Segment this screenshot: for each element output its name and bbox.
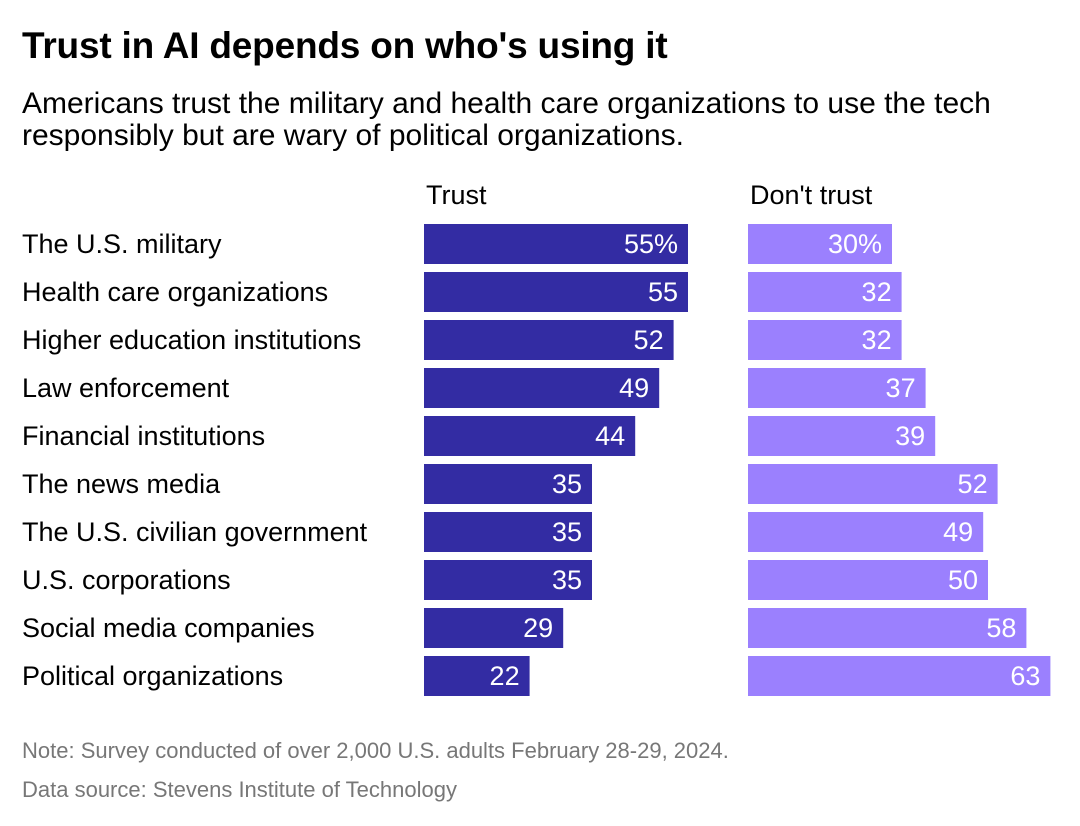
data-source: Data source: Stevens Institute of Techno… (22, 777, 457, 802)
dont-trust-value-label: 50 (948, 565, 978, 595)
trust-value-label: 55 (648, 277, 678, 307)
dont-trust-bar (748, 464, 998, 504)
category-label: U.S. corporations (22, 565, 231, 595)
dont-trust-value-label: 63 (1010, 661, 1040, 691)
chart-title: Trust in AI depends on who's using it (22, 25, 668, 66)
category-label: Financial institutions (22, 421, 265, 451)
trust-bar (424, 608, 564, 648)
trust-value-label: 35 (552, 565, 582, 595)
bar-chart: Trust Don't trust The U.S. military 55% 30% H… (22, 180, 1051, 696)
trust-bar (424, 656, 530, 696)
dont-trust-bar (748, 368, 926, 408)
category-label: The U.S. civilian government (22, 517, 368, 547)
dont-trust-bar (748, 416, 936, 456)
dont-trust-bar (748, 656, 1051, 696)
dont-trust-value-label: 49 (943, 517, 973, 547)
footnote: Note: Survey conducted of over 2,000 U.S… (22, 738, 729, 763)
dont-trust-value-label: 39 (895, 421, 925, 451)
category-label: Political organizations (22, 661, 283, 691)
trust-value-label: 35 (552, 469, 582, 499)
dont-trust-bar (748, 272, 902, 312)
trust-value-label: 52 (634, 325, 664, 355)
dont-trust-value-label: 32 (862, 325, 892, 355)
dont-trust-bar (748, 512, 984, 552)
category-label: Higher education institutions (22, 325, 361, 355)
dont-trust-value-label: 52 (958, 469, 988, 499)
chart-subtitle: Americans trust the military and health … (22, 87, 991, 152)
dont-trust-value-label: 32 (862, 277, 892, 307)
trust-value-label: 29 (523, 613, 553, 643)
trust-bar (424, 512, 592, 552)
series-header-trust: Trust (426, 180, 487, 210)
category-label: The news media (22, 469, 221, 499)
trust-bar (424, 272, 688, 312)
dont-trust-value-label: 30% (828, 229, 882, 259)
trust-value-label: 44 (595, 421, 625, 451)
dont-trust-bar (748, 560, 988, 600)
category-label: Law enforcement (22, 373, 230, 403)
trust-value-label: 35 (552, 517, 582, 547)
dont-trust-bar (748, 224, 892, 264)
dont-trust-bar (748, 320, 902, 360)
trust-bar (424, 320, 674, 360)
trust-bar (424, 416, 636, 456)
dont-trust-bar (748, 608, 1027, 648)
trust-bar (424, 464, 592, 504)
trust-value-label: 49 (619, 373, 649, 403)
category-label: The U.S. military (22, 229, 222, 259)
dont-trust-value-label: 37 (886, 373, 916, 403)
dont-trust-value-label: 58 (986, 613, 1016, 643)
trust-bar (424, 368, 660, 408)
series-header-dont-trust: Don't trust (750, 180, 873, 210)
trust-bar (424, 560, 592, 600)
trust-value-label: 55% (624, 229, 678, 259)
category-label: Social media companies (22, 613, 315, 643)
trust-value-label: 22 (490, 661, 520, 691)
trust-bar (424, 224, 688, 264)
category-label: Health care organizations (22, 277, 328, 307)
